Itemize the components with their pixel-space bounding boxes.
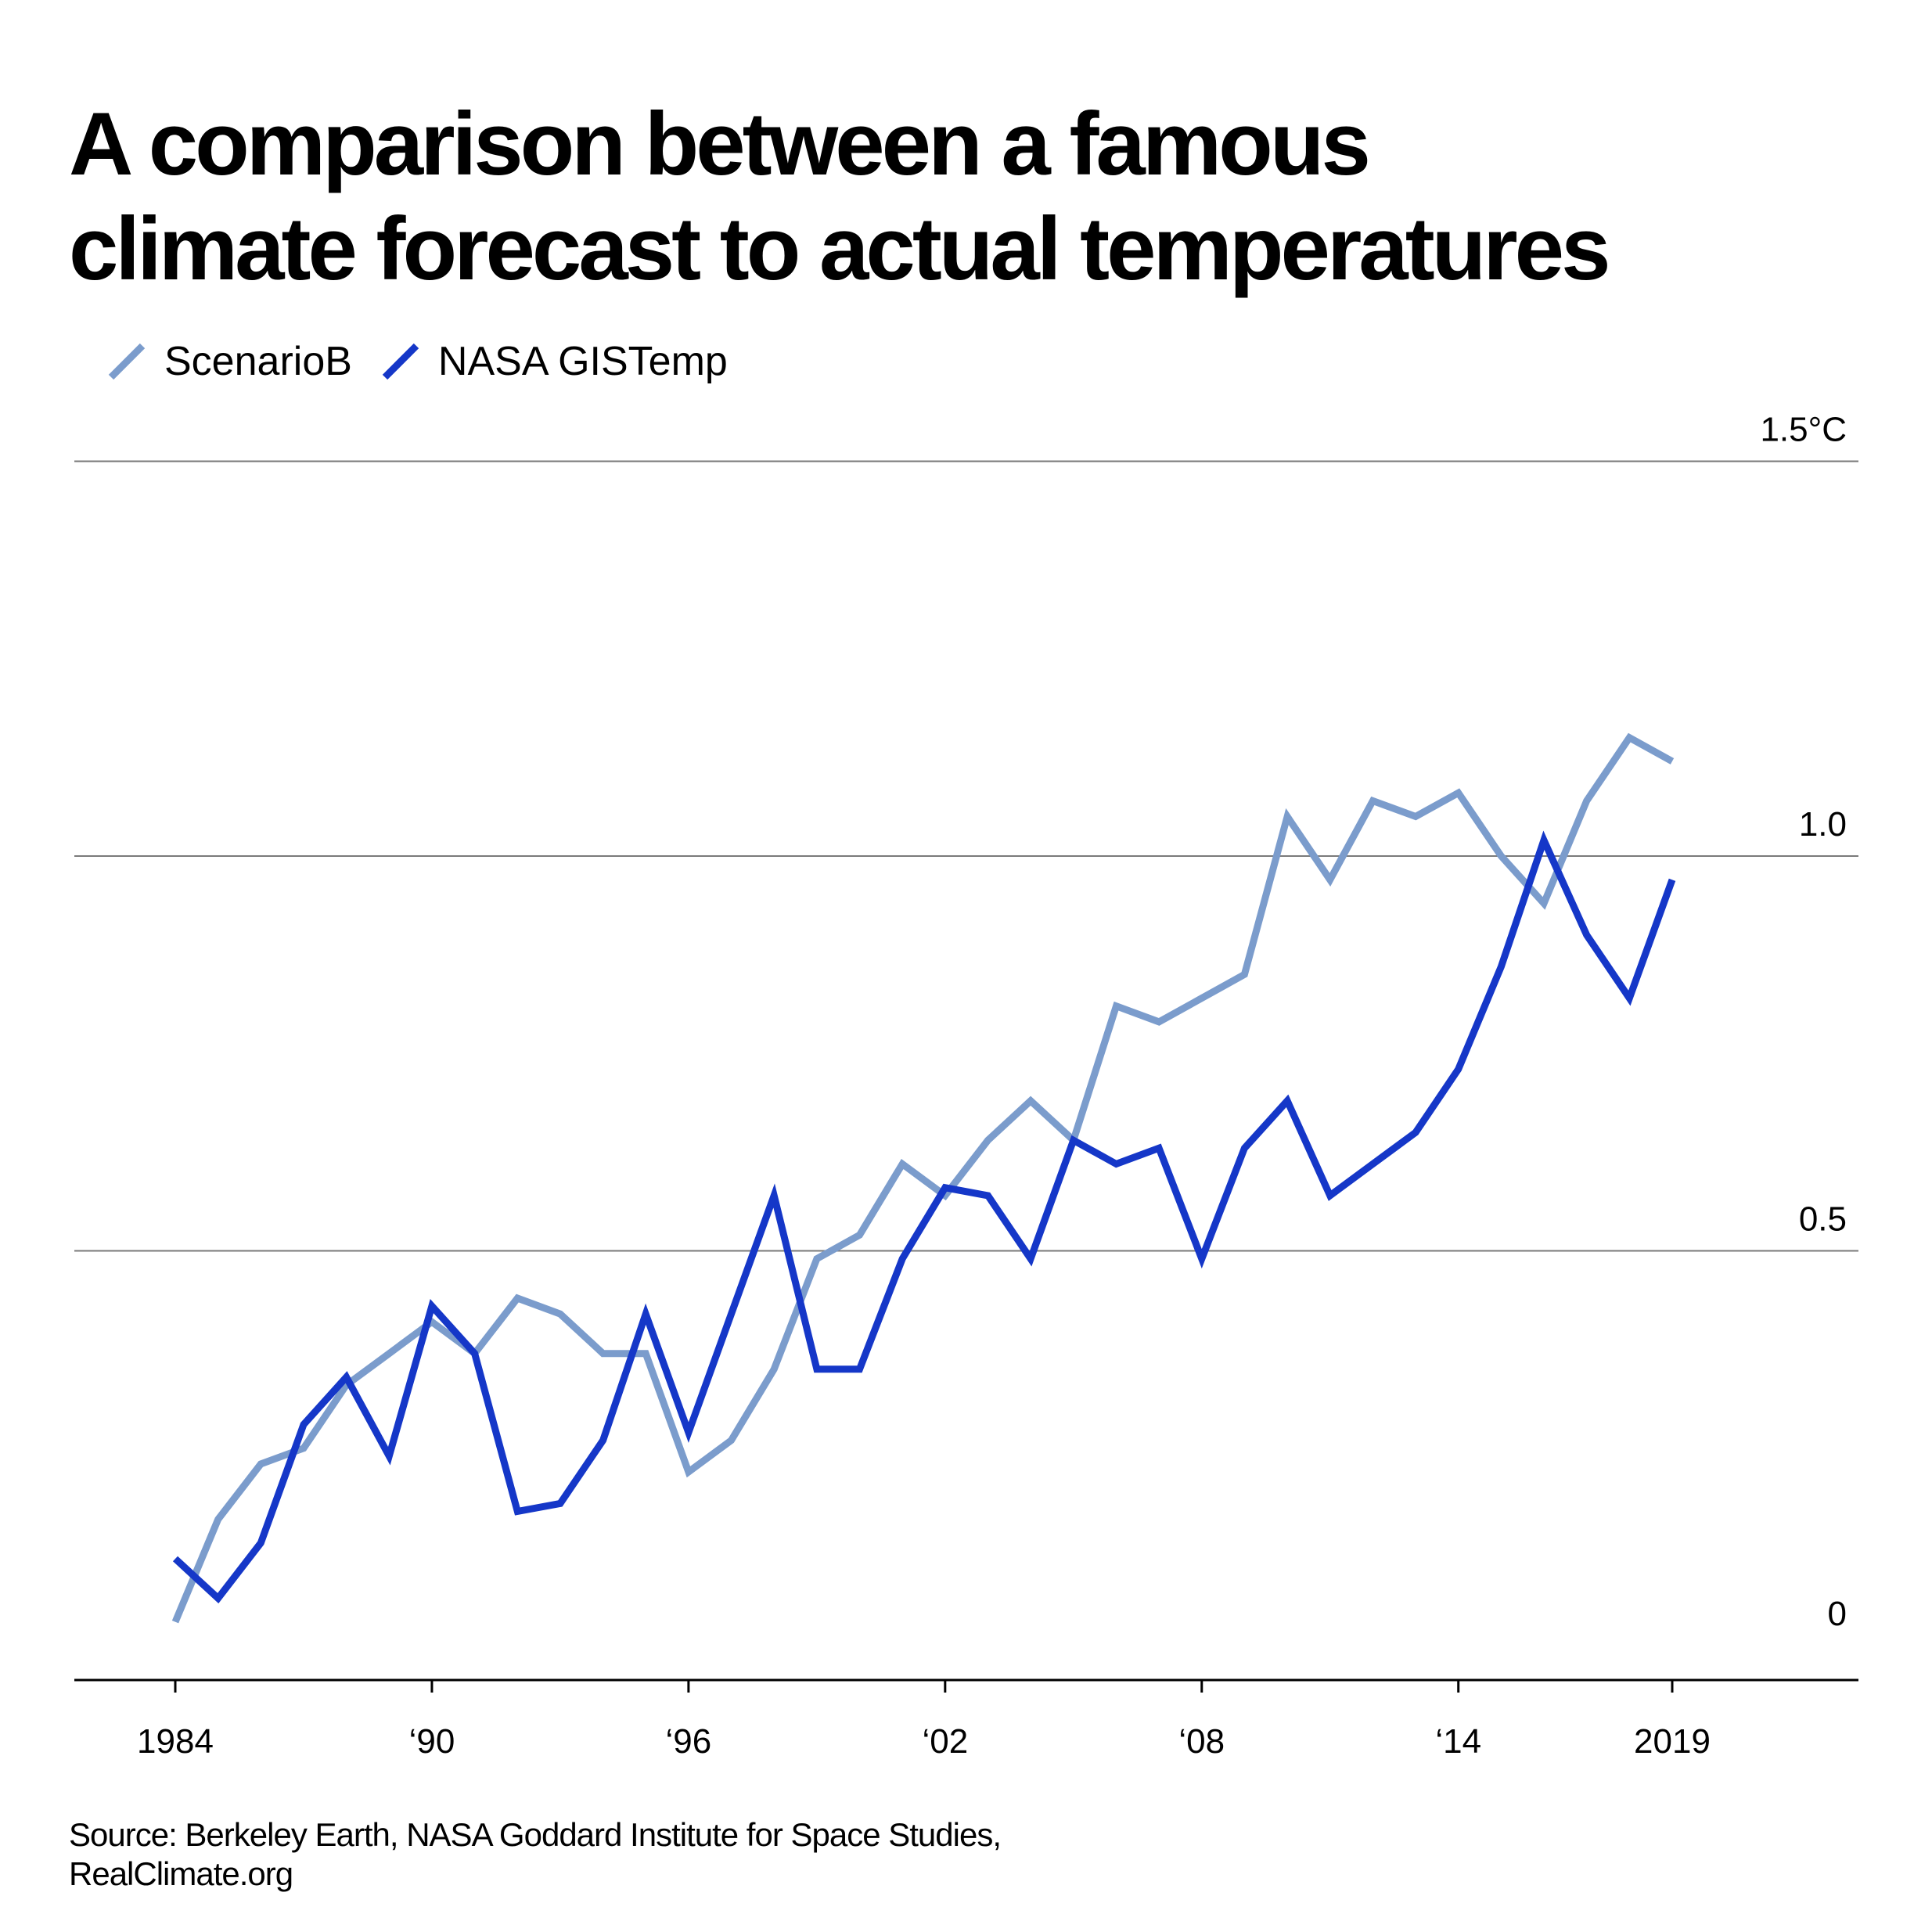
x-tick-label-5: ‘14: [1435, 1722, 1481, 1761]
title-line-1: A comparison between a famous: [69, 95, 1371, 194]
x-tick-label-4: ‘08: [1178, 1722, 1225, 1761]
title-line-2: climate forecast to actual temperatures: [69, 200, 1610, 299]
legend-item-scenario: ScenarioB: [106, 338, 352, 385]
legend-swatch-nasa: [382, 343, 419, 380]
x-tick-label-3: ‘02: [922, 1722, 968, 1761]
y-tick-label-2: 1.0: [1799, 805, 1847, 844]
x-tick-label-1: ‘90: [409, 1722, 455, 1761]
chart-title: A comparison between a famous climate fo…: [69, 92, 1892, 302]
legend-item-nasa: NASA GISTemp: [380, 338, 728, 385]
x-tick-label-2: ‘96: [666, 1722, 712, 1761]
x-tick-label-6: 2019: [1634, 1722, 1711, 1761]
source-note: Source: Berkeley Earth, NASA Goddard Ins…: [69, 1815, 1002, 1894]
legend: ScenarioB NASA GISTemp: [106, 338, 756, 385]
source-line-1: Source: Berkeley Earth, NASA Goddard Ins…: [69, 1816, 1002, 1853]
y-tick-label-3: 1.5°C: [1760, 411, 1847, 449]
legend-label-scenario: ScenarioB: [164, 339, 352, 384]
y-tick-label-0: 0: [1828, 1595, 1847, 1633]
y-tick-label-1: 0.5: [1799, 1200, 1847, 1239]
x-tick-label-0: 1984: [137, 1722, 214, 1761]
legend-swatch-scenario: [108, 343, 146, 380]
source-line-2: RealClimate.org: [69, 1855, 293, 1892]
series-line-scenario-b: [171, 732, 1675, 1624]
series-line-nasa-gistemp: [172, 830, 1676, 1604]
legend-label-nasa: NASA GISTemp: [437, 339, 728, 384]
